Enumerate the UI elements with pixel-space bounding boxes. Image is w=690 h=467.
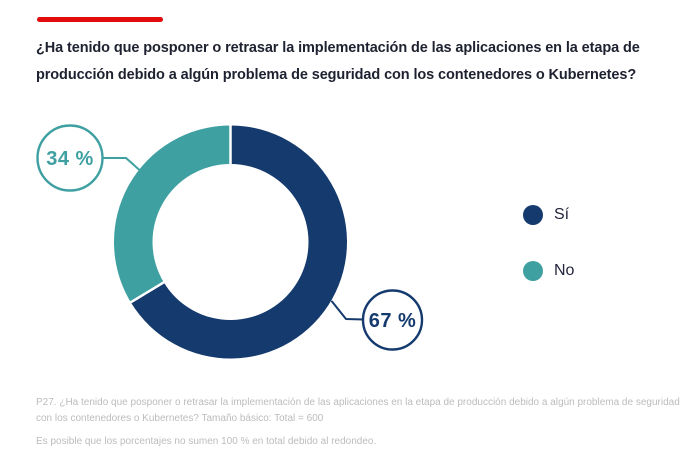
- callout-bubble-si: [361, 289, 424, 351]
- footnotes: P27. ¿Ha tenido que posponer o retrasar …: [36, 395, 688, 450]
- donut-segment-no: [114, 125, 231, 303]
- footnote-source: P27. ¿Ha tenido que posponer o retrasar …: [36, 397, 680, 424]
- callout-leader-no: [102, 157, 141, 172]
- legend-label-si: Sí: [554, 205, 570, 223]
- chart-question-title: ¿Ha tenido que posponer o retrasar la im…: [36, 40, 640, 83]
- callout-leader-si: [331, 300, 365, 321]
- legend-item-no: No: [523, 260, 574, 281]
- callout-value-si: 67 %: [369, 310, 417, 332]
- accent-bar: [37, 17, 163, 22]
- callout-value-no: 34 %: [46, 148, 94, 170]
- legend-label-no: No: [554, 261, 575, 279]
- callout-bubble-no: [36, 124, 104, 192]
- legend-item-si: Sí: [523, 204, 574, 225]
- chart-legend: Sí No: [523, 204, 574, 281]
- legend-swatch-si: [523, 204, 543, 225]
- legend-swatch-no: [523, 260, 543, 281]
- segment-separator: [128, 280, 167, 305]
- footnote-rounding: Es posible que los porcentajes no sumen …: [36, 436, 377, 447]
- donut-segment-si: [130, 125, 347, 359]
